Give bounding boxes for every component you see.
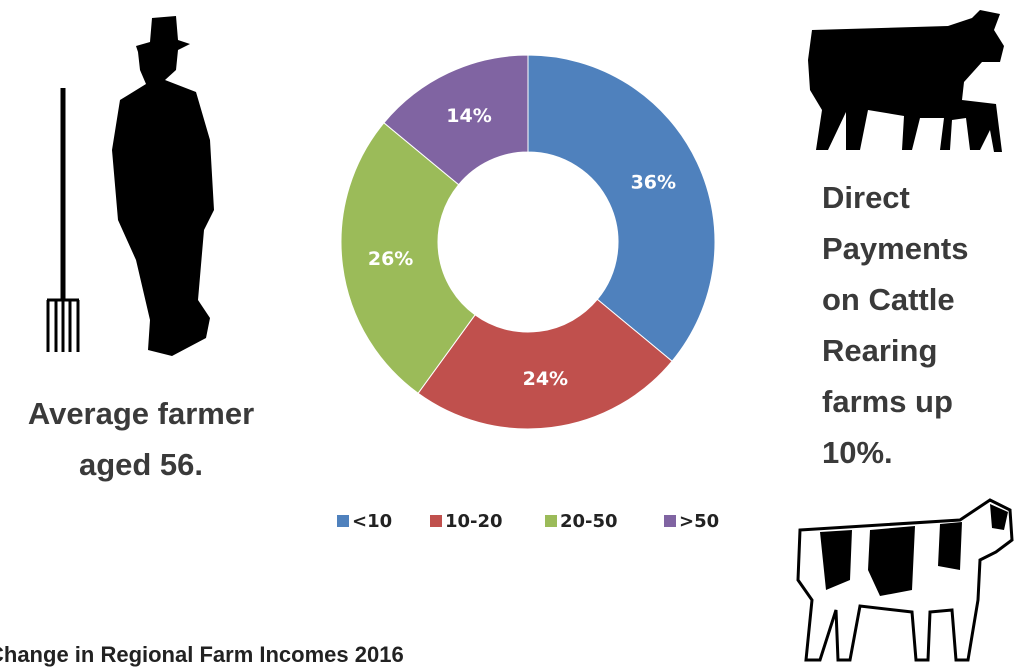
cow-icon (808, 10, 1004, 152)
data-label: 26% (368, 248, 413, 270)
holstein-icon (798, 500, 1012, 660)
farmer-annotation: Average farmer aged 56. (0, 388, 282, 490)
data-label: 14% (446, 105, 491, 127)
cattle-annotation: Direct Payments on Cattle Rearing farms … (822, 172, 990, 478)
legend-swatch (545, 515, 557, 527)
legend-label: 20-50 (560, 511, 618, 532)
legend-swatch (337, 515, 349, 527)
data-label: 36% (631, 172, 676, 194)
data-label: 24% (523, 368, 568, 390)
legend-swatch (664, 515, 676, 527)
pitchfork-icon (47, 88, 79, 352)
page: 36% 24% 26% 14% <10 10-20 20-50 >50 Average far… (0, 0, 1016, 664)
legend-label: >50 (679, 511, 719, 532)
footer-title: Change in Regional Farm Incomes 2016 (0, 642, 404, 668)
legend-swatch (430, 515, 442, 527)
legend-label: 10-20 (445, 511, 503, 532)
legend-label: <10 (352, 511, 392, 532)
farmer-icon (112, 16, 214, 356)
donut-chart: 36% 24% 26% 14% <10 10-20 20-50 >50 (337, 55, 719, 532)
donut-segment (528, 55, 715, 361)
